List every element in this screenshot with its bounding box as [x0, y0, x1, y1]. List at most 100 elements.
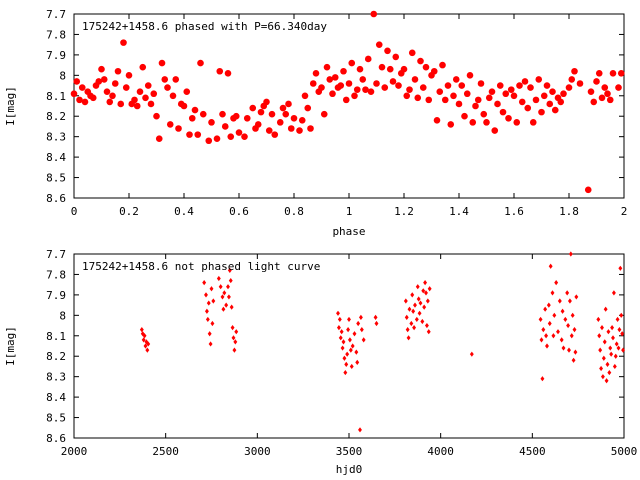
data-point [417, 57, 424, 65]
data-point [218, 284, 223, 290]
data-point [364, 55, 372, 63]
data-point [301, 92, 309, 100]
data-point [143, 343, 148, 349]
data-point [604, 378, 609, 384]
data-point [78, 84, 86, 91]
data-point [400, 65, 408, 73]
data-point [347, 316, 351, 323]
data-point [180, 102, 188, 110]
data-point [436, 88, 444, 95]
data-point [254, 121, 262, 128]
data-point [543, 82, 551, 89]
data-point [348, 347, 353, 353]
data-point [469, 351, 474, 357]
data-point [117, 100, 125, 108]
data-point [199, 110, 207, 118]
y-tick-label: 8.1 [46, 90, 66, 103]
data-point [447, 121, 455, 128]
data-point [620, 331, 625, 337]
x-axis-label: phase [332, 225, 365, 238]
data-point [574, 294, 579, 300]
data-point [415, 284, 420, 290]
data-point [474, 96, 482, 104]
data-point [556, 329, 560, 335]
data-point [409, 320, 414, 327]
data-point [219, 110, 226, 118]
data-point [406, 86, 413, 93]
data-point [617, 327, 622, 333]
data-point [601, 355, 606, 361]
y-tick-label: 8.6 [46, 192, 66, 205]
data-point [329, 90, 336, 98]
data-point [125, 72, 133, 79]
data-point [516, 82, 523, 89]
data-point [615, 316, 620, 323]
y-tick-label: 8 [59, 69, 66, 82]
x-tick-label: 3500 [336, 445, 363, 458]
data-point [285, 100, 292, 108]
data-point [614, 341, 619, 347]
data-point [111, 80, 119, 87]
data-point [505, 114, 512, 122]
data-point [411, 308, 416, 314]
data-point [609, 69, 617, 77]
data-point [424, 290, 428, 296]
data-point [444, 82, 452, 89]
data-point [205, 316, 210, 323]
data-point [563, 316, 568, 323]
data-point [538, 316, 543, 323]
x-tick-label: 1.4 [449, 205, 469, 218]
data-point [230, 325, 235, 331]
data-point [607, 369, 612, 376]
plot-frame [73, 253, 625, 439]
data-point [359, 76, 367, 83]
data-point [569, 333, 574, 339]
data-point [326, 76, 334, 83]
data-point [559, 337, 564, 343]
data-point [155, 135, 163, 143]
x-tick-label: 1.2 [394, 205, 414, 218]
y-tick-label: 8.5 [46, 412, 66, 425]
data-point [221, 306, 226, 312]
y-axis-label: I[mag] [4, 326, 17, 366]
data-point [566, 322, 571, 329]
data-point [340, 345, 345, 351]
data-point [226, 294, 231, 300]
data-point [410, 292, 415, 298]
x-tick-label: 0.2 [119, 205, 139, 218]
data-point [619, 312, 624, 318]
x-tick-label: 3000 [244, 445, 271, 458]
y-axis-label: I[mag] [4, 86, 17, 126]
data-point [618, 265, 623, 271]
x-tick-label: 1 [346, 205, 353, 218]
data-point [232, 347, 237, 353]
data-point [570, 312, 575, 318]
data-point [342, 355, 347, 361]
data-point [359, 327, 364, 333]
data-point [421, 288, 426, 294]
data-point [491, 127, 499, 134]
data-point [422, 63, 430, 71]
data-point [573, 349, 578, 355]
data-point [549, 88, 556, 95]
data-point [73, 78, 81, 85]
data-point [538, 108, 545, 116]
data-point [540, 92, 548, 100]
data-point [150, 90, 158, 98]
data-point [595, 69, 603, 77]
data-point [543, 306, 548, 312]
data-point [161, 76, 169, 83]
data-point [561, 345, 566, 351]
data-point [358, 314, 363, 320]
data-point [598, 347, 603, 353]
data-point [207, 331, 212, 337]
data-point [373, 80, 380, 87]
data-point [298, 117, 306, 124]
data-point [231, 335, 236, 341]
y-tick-label: 8.4 [46, 151, 66, 164]
data-point [349, 363, 354, 370]
data-point [220, 294, 225, 300]
data-point [469, 119, 477, 126]
x-tick-label: 0 [71, 205, 78, 218]
data-point [241, 133, 248, 140]
